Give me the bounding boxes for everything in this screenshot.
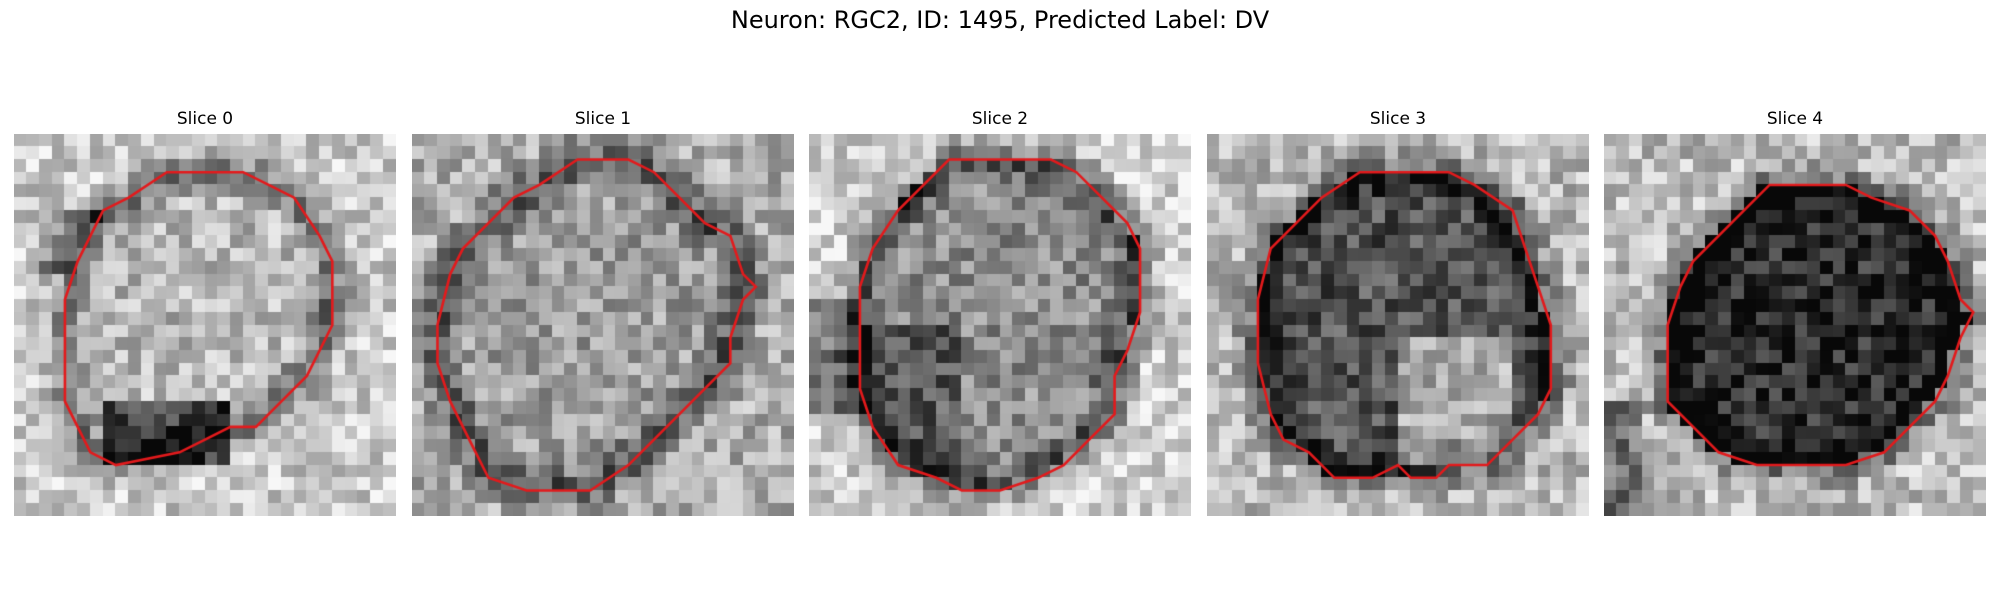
slice-image [14,134,396,516]
slice-panel-1: Slice 1 [412,106,794,516]
slice-title: Slice 2 [971,109,1029,129]
slice-title: Slice 4 [1766,109,1824,129]
slice-image [809,134,1191,516]
slice-panel-0: Slice 0 [14,106,396,516]
slice-image [1207,134,1589,516]
figure-title: Neuron: RGC2, ID: 1495, Predicted Label:… [730,6,1270,34]
slice-panel-2: Slice 2 [809,106,1191,516]
slice-title: Slice 3 [1369,109,1427,129]
slice-panel-3: Slice 3 [1207,106,1589,516]
slice-title: Slice 0 [176,109,234,129]
slice-panel-4: Slice 4 [1604,106,1986,516]
slice-image [1604,134,1986,516]
slice-title: Slice 1 [574,109,632,129]
slice-image [412,134,794,516]
